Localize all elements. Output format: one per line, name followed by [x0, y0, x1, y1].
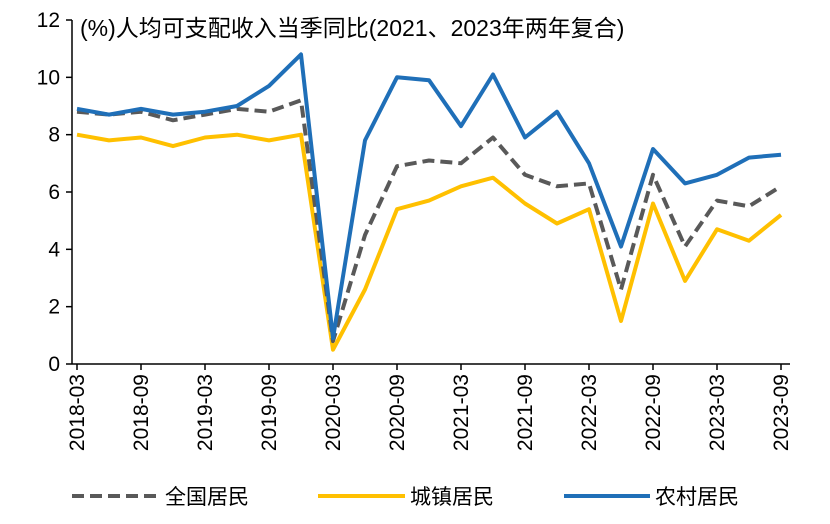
y-tick-label: 0 [48, 353, 60, 376]
x-tick-label: 2019-09 [258, 374, 281, 451]
chart-title: (%)人均可支配收入当季同比(2021、2023年两年复合) [80, 15, 624, 41]
x-tick-label: 2023-09 [770, 374, 793, 451]
legend-label-1: 城镇居民 [410, 486, 494, 509]
y-tick-label: 4 [48, 238, 60, 261]
y-tick-label: 8 [48, 124, 60, 147]
x-tick-label: 2021-09 [514, 374, 537, 451]
y-axis-ticks: 0 2 4 6 8 10 12 [37, 9, 72, 376]
y-tick-label: 6 [48, 181, 60, 204]
legend-label-0: 全国居民 [165, 486, 249, 509]
series-lines [76, 52, 783, 352]
chart-axes [71, 20, 790, 365]
x-tick-label: 2022-09 [642, 374, 665, 451]
x-tick-label: 2018-09 [130, 374, 153, 451]
x-tick-label: 2022-03 [578, 374, 601, 451]
x-tick-label: 2021-03 [450, 374, 473, 451]
y-tick-label: 12 [37, 9, 60, 32]
x-tick-label: 2019-03 [194, 374, 217, 451]
y-tick-label: 10 [37, 66, 60, 89]
series-line-1 [76, 132, 783, 352]
legend: 全国居民 城镇居民 农村居民 [72, 486, 739, 509]
x-tick-label: 2018-03 [66, 374, 89, 451]
x-tick-label: 2020-03 [322, 374, 345, 451]
series-line-2 [76, 52, 782, 341]
x-tick-label: 2023-03 [706, 374, 729, 451]
x-tick-label: 2020-09 [386, 374, 409, 451]
x-axis-ticks: 2018-03 2018-09 2019-03 2019-09 2020-03 2020-… [66, 364, 793, 451]
legend-label-2: 农村居民 [655, 486, 739, 509]
series-line-0 [76, 98, 783, 344]
y-tick-label: 2 [48, 296, 60, 319]
